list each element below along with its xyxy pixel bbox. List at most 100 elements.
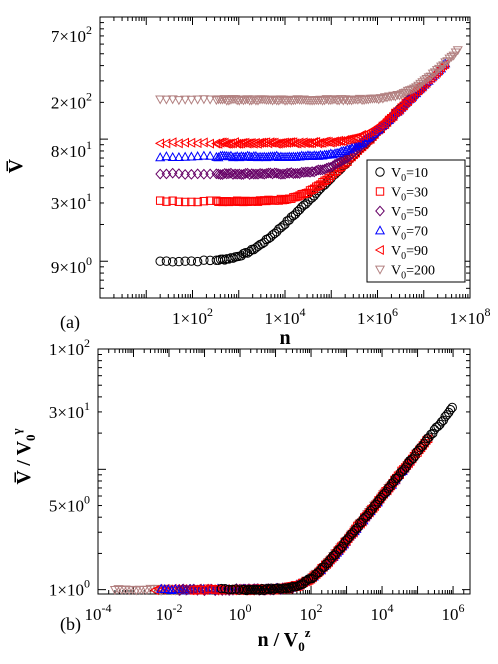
panel-a-point [334,147,345,157]
panel-a-point [404,86,415,96]
panel-b-series-V0-10 [216,402,457,596]
panel-a-point [427,69,438,79]
panel-b-point [181,584,192,596]
panel-a-point [328,160,338,172]
panel-a-point [167,95,178,105]
panel-b-series-V0-50 [174,457,414,597]
panel-a-point [248,95,259,105]
panel-b-xtick-label: 10-4 [85,601,112,624]
panel-a-y-axis-title: V̅ [5,158,27,173]
panel-a-point [421,75,432,85]
panel-a-point [161,151,172,161]
panel-b-series-V0-90 [149,458,413,596]
panel-a-point [155,168,166,180]
panel-a-point [221,168,232,180]
panel-a-point [161,256,172,266]
panel-b-point [380,488,390,499]
panel-a-x-axis-title: n [279,327,290,349]
panel-a-point [223,96,234,106]
panel-a-point [452,46,463,56]
panel-a-point [282,167,292,179]
panel-b-point [403,458,413,469]
panel-b-point [127,585,138,595]
panel-a-point [334,157,345,169]
panel-b-point [217,584,228,596]
panel-b-label: (b) [60,614,81,635]
panel-b-series-V0-70 [156,455,415,595]
panel-b-point [419,439,429,449]
panel-b-point [330,550,340,560]
panel-b-point [426,429,436,439]
panel-a-point [198,95,209,105]
panel-b-point [314,567,324,578]
panel-b-ytick-label: 1×102 [49,336,90,359]
panel-a-point [411,83,422,93]
panel-a-point [444,54,455,64]
panel-b-point [387,478,397,489]
panel-b-point [341,536,351,546]
panel-b-point [349,525,360,536]
legend-marker [374,225,386,235]
panel-a-series-V0-90 [154,59,450,149]
panel-a-xtick-label: 1×108 [449,305,490,328]
panel-a-point [223,168,234,180]
panel-a-point [280,168,290,180]
panel-a-point [402,95,412,106]
panel-a-xtick-label: 1×104 [264,305,305,328]
panel-b-point [378,490,388,500]
panel-b-point [362,511,372,521]
panel-a-point [154,138,165,149]
panel-a-point [348,146,359,158]
panel-a-point [450,48,461,58]
panel-a-point [187,197,196,207]
panel-a-point [396,102,406,113]
panel-b-xtick-label: 10-2 [156,601,183,624]
panel-a-point [211,168,222,180]
panel-b-point [220,584,230,594]
panel-a-point [325,161,336,173]
panel-b-point [120,585,131,595]
panel-b-point [261,584,271,594]
panel-a-point [377,94,388,104]
panel-b-point [358,514,369,524]
panel-a-point [192,256,203,267]
panel-a-point [350,144,361,156]
panel-a-point [162,197,171,206]
panel-b-point [333,545,344,555]
panel-a-point [155,152,166,162]
panel-a-point [173,96,184,106]
panel-a-point [273,168,284,180]
panel-b-point [323,558,333,568]
panel-b-point [230,584,241,594]
panel-a-point [205,150,216,160]
panel-a-xtick-label: 1×102 [172,305,213,328]
panel-b-point [255,585,266,595]
panel-b-point [192,584,203,596]
panel-a-point [303,166,313,178]
panel-a-point [252,96,264,106]
legend-entry-label: V0=50 [391,205,428,223]
panel-a-point [394,104,404,115]
panel-a-point [198,150,209,160]
panel-b-x-axis-title: n / V0z [257,625,310,654]
panel-a-ticks [99,16,471,299]
panel-b-point [443,407,454,418]
panel-a-point [238,168,249,180]
panel-a-point [180,197,190,207]
panel-b-point [178,583,189,595]
panel-a-point [356,129,366,140]
panel-a-point [186,256,197,266]
panel-a-point [402,86,413,96]
panel-a-point [224,254,234,264]
panel-a-point [417,78,428,88]
panel-a-point [246,168,257,180]
panel-a-point [219,95,230,105]
panel-a-point [286,167,297,179]
legend-marker [375,167,385,177]
panel-a-point [415,79,426,89]
panel-a-point [205,196,215,205]
panel-b-point [210,585,221,597]
panel-b-point [220,584,231,596]
panel-a-point [155,95,166,105]
panel-b-point [383,483,394,493]
